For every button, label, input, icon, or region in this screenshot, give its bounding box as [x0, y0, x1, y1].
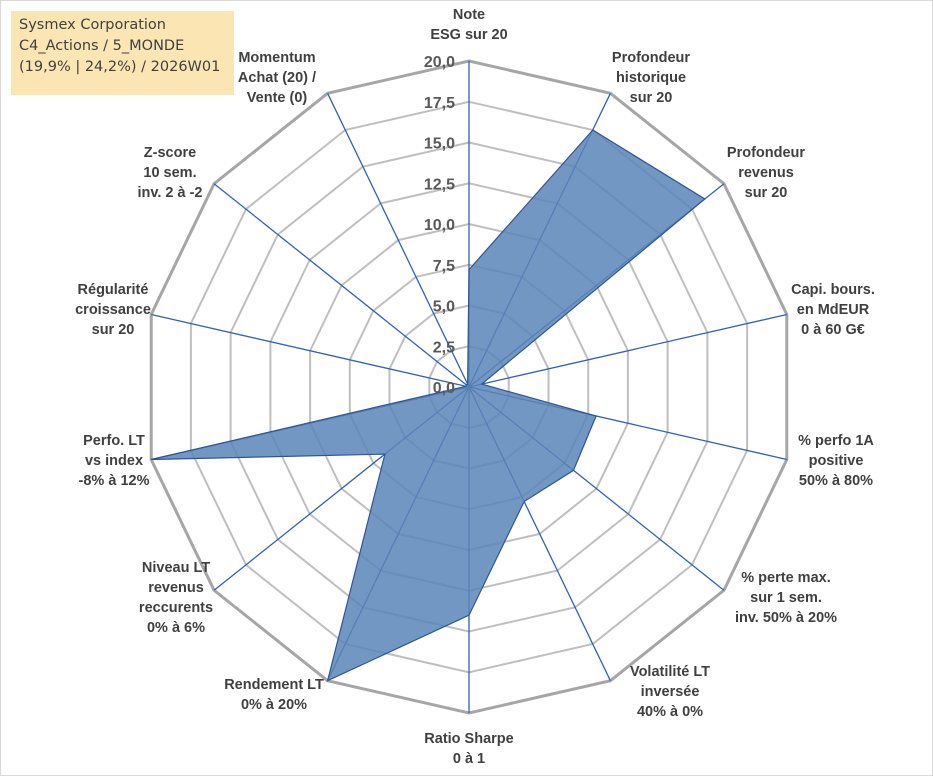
category-label-line: 0% à 20% — [189, 695, 359, 715]
category-label-line: ESG sur 20 — [384, 25, 554, 45]
category-label-line: revenus — [681, 163, 851, 183]
category-label-line: Régularité — [28, 280, 198, 300]
category-label-line: Capi. bours. — [748, 280, 918, 300]
category-label-line: 0 à 1 — [384, 749, 554, 769]
tick-labels: 0,0 2,5 5,0 7,5 10,0 12,5 15,0 17,5 20,0 — [424, 54, 455, 397]
tick-label: 7,5 — [433, 258, 455, 275]
category-label-line: 10 sem. — [85, 163, 255, 183]
category-label-line: 50% à 80% — [751, 471, 921, 491]
category-label: % perte max.sur 1 sem.inv. 50% à 20% — [701, 568, 871, 628]
category-label-line: Rendement LT — [189, 675, 359, 695]
category-label-line: historique — [566, 68, 736, 88]
category-label-line: Niveau LT — [91, 558, 261, 578]
tick-label: 5,0 — [433, 299, 455, 316]
tick-label: 0,0 — [433, 380, 455, 397]
category-label-line: inversée — [585, 682, 755, 702]
category-label-line: 0 à 60 G€ — [748, 320, 918, 340]
category-label-line: Z-score — [85, 143, 255, 163]
category-label-line: inv. 2 à -2 — [85, 183, 255, 203]
category-label-line: vs index — [29, 451, 199, 471]
tick-label: 20,0 — [424, 54, 455, 71]
category-label-line: Profondeur — [681, 143, 851, 163]
category-label-line: croissance — [28, 300, 198, 320]
category-label-line: Perfo. LT — [29, 431, 199, 451]
tick-label: 12,5 — [424, 176, 455, 193]
category-label-line: sur 20 — [28, 320, 198, 340]
category-label-line: Profondeur — [566, 48, 736, 68]
category-label-line: % perfo 1A — [751, 431, 921, 451]
category-label-line: en MdEUR — [748, 300, 918, 320]
category-label-line: 40% à 0% — [585, 702, 755, 722]
category-label-line: Volatilité LT — [585, 662, 755, 682]
tick-label: 10,0 — [424, 217, 455, 234]
category-label-line: revenus — [91, 578, 261, 598]
category-label-line: sur 20 — [681, 183, 851, 203]
category-label-line: inv. 50% à 20% — [701, 608, 871, 628]
tick-label: 17,5 — [424, 95, 455, 112]
category-label-line: -8% à 12% — [29, 471, 199, 491]
category-label-line: Achat (20) / — [192, 68, 362, 88]
category-label-line: Note — [384, 5, 554, 25]
category-label-line: positive — [751, 451, 921, 471]
category-label-line: sur 1 sem. — [701, 588, 871, 608]
category-label-line: Momentum — [192, 48, 362, 68]
category-label-line: reccurents — [91, 598, 261, 618]
category-label-line: sur 20 — [566, 88, 736, 108]
category-label-line: % perte max. — [701, 568, 871, 588]
company-name: Sysmex Corporation — [19, 15, 226, 36]
tick-label: 2,5 — [433, 339, 455, 356]
tick-label: 15,0 — [424, 136, 455, 153]
category-label-line: Vente (0) — [192, 88, 362, 108]
category-label-line: Ratio Sharpe — [384, 729, 554, 749]
category-label-line: 0% à 6% — [91, 618, 261, 638]
